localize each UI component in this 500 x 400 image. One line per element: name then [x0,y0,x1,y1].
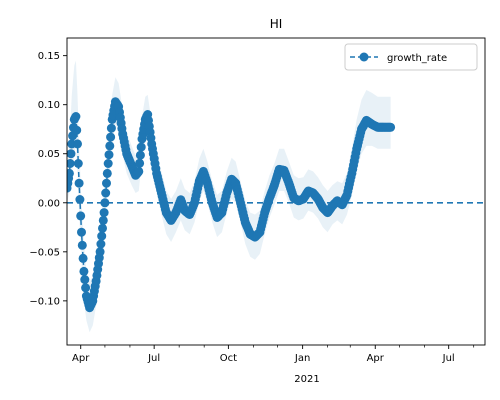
data-point [99,208,109,218]
data-point [106,123,116,133]
axes [66,37,486,346]
data-point [134,166,144,176]
data-point [95,247,105,257]
data-point [77,227,86,237]
data-point [78,253,88,263]
data-point [79,266,89,276]
data-point [80,275,90,285]
legend-marker [359,52,369,62]
data-point [135,158,145,168]
data-point [100,198,110,208]
x-tick-label: Oct [220,353,237,364]
data-point [97,231,107,241]
data-point [98,223,107,233]
data-point [135,150,145,160]
series-growth-rate [67,97,396,313]
data-point [106,132,116,142]
data-point [77,240,87,250]
x-axis-year-label: 2021 [294,374,319,385]
data-point [67,168,74,178]
data-point [105,141,115,151]
data-point [73,139,82,149]
y-tick-label: 0.05 [38,149,60,160]
legend: growth_rate [344,43,478,71]
legend-box [344,43,478,71]
data-point [71,112,81,121]
x-tick-label: Jul [147,353,160,364]
y-tick-label: 0.10 [38,100,60,111]
y-tick-label: 0.15 [38,51,60,62]
data-point [386,122,396,132]
legend-entry-growth-rate: growth_rate [387,53,447,64]
data-point [75,195,85,204]
data-point [96,239,106,249]
x-tick-label: Apr [72,353,90,364]
y-tick-label: −0.10 [29,296,60,307]
data-point [81,283,91,293]
x-tick-label: Apr [367,353,385,364]
data-point [74,178,84,188]
x-axis-ticks: Apr Jul Oct Jan Apr Jul [72,345,475,364]
data-point [104,150,114,160]
data-point [67,159,75,168]
data-point [72,125,82,135]
data-point [73,159,83,168]
y-tick-label: 0.00 [38,198,60,209]
axes-frame [66,37,486,346]
data-point [67,149,76,159]
data-point [98,215,108,225]
y-tick-label: −0.05 [29,247,60,258]
x-tick-label: Jul [442,353,455,364]
x-tick-label: Jan [294,353,310,364]
data-point [101,188,111,198]
y-axis-ticks: −0.10 −0.05 0.00 0.05 0.10 0.15 [29,51,67,307]
data-point [102,168,112,178]
data-point [102,178,111,188]
chart-title: HI [270,17,283,31]
data-point [103,159,113,168]
data-point [136,142,146,152]
data-point [76,211,86,221]
